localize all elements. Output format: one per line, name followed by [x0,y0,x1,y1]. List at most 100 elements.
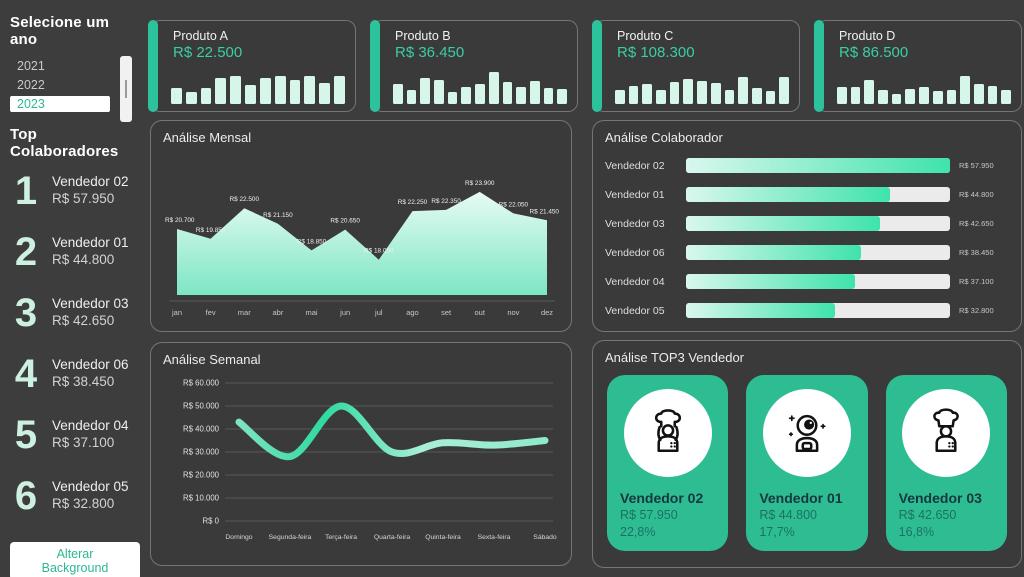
bar-fill [686,187,891,202]
vendedor-name: Vendedor 03 [52,296,129,311]
svg-text:mai: mai [305,308,317,317]
rank-number: 2 [14,230,38,274]
top3-vendedor-name: Vendedor 03 [898,490,982,506]
bar-value-label: R$ 38.450 [959,248,994,257]
weekly-line-chart: R$ 60.000 R$ 50.000 R$ 40.000 R$ 30.000 R$ 2… [163,367,559,568]
sparkline-bar [891,93,902,104]
sparkline-bar [259,78,271,104]
product-value: R$ 86.500 [839,44,909,61]
sparkline-bar [779,76,789,104]
svg-text:R$ 21.150: R$ 21.150 [263,212,293,219]
vendedor-name: Vendedor 02 [52,174,129,189]
product-value: R$ 108.300 [617,44,695,61]
product-sparkline [171,68,345,104]
sparkline-bar [502,82,513,104]
panel-analise-colaborador: Análise Colaborador Vendedor 02 R$ 57.95… [592,120,1022,332]
bar-fill [686,158,950,173]
sparkline-bar [642,84,653,104]
vendedor-value: R$ 37.100 [52,434,115,450]
svg-text:R$ 21.450: R$ 21.450 [530,208,560,215]
card-accent-bar [148,20,158,112]
svg-text:R$ 23.900: R$ 23.900 [465,180,495,187]
bar-fill [686,245,862,260]
top3-vendedor-card: Vendedor 02 R$ 57.950 22,8% [607,375,729,551]
svg-text:R$ 0: R$ 0 [203,517,220,526]
sparkline-bar [334,75,345,104]
top-colaboradores-title: Top Colaboradores [10,126,119,160]
bar-track [686,274,950,289]
top-colaborador-item: 6 Vendedor 05 R$ 32.800 [10,474,140,518]
top3-vendedor-pct: 22,8% [620,525,656,540]
year-option-2021[interactable]: 2021 [17,59,45,73]
top3-vendedor-value: R$ 42.650 [898,508,957,523]
rank-number: 3 [14,291,38,335]
vendedor-name: Vendedor 01 [52,235,129,250]
collaborator-label: Vendedor 01 [605,188,665,201]
svg-text:R$ 22.500: R$ 22.500 [230,196,260,203]
sparkline-bar [864,79,875,104]
vendedor-name: Vendedor 05 [52,479,129,494]
top-colaborador-item: 4 Vendedor 06 R$ 38.450 [10,352,140,396]
sparkline-bar [529,80,540,104]
collaborator-bar-row: Vendedor 06 R$ 38.450 [605,238,1009,267]
top3-vendedor-name: Vendedor 02 [620,490,704,506]
sparkline-bar [656,89,666,104]
product-value: R$ 36.450 [395,44,465,61]
svg-text:R$ 22.050: R$ 22.050 [499,201,529,208]
svg-text:abr: abr [272,308,283,317]
svg-text:Quinta-feira: Quinta-feira [425,534,461,541]
svg-text:Quarta-feira: Quarta-feira [374,534,410,541]
top-colaborador-item: 5 Vendedor 04 R$ 37.100 [10,415,140,455]
sparkline-bar [406,90,417,104]
sparkline-bar [765,91,776,104]
vendedor-value: R$ 38.450 [52,373,115,389]
sparkline-bar [215,78,227,104]
year-slicer-scrollbar[interactable] [120,56,132,122]
svg-text:R$ 18.050: R$ 18.050 [364,248,394,255]
product-name: Produto D [839,29,896,43]
sparkline-bar [878,90,888,104]
product-kpi-card: Produto A R$ 22.500 [148,20,356,112]
sparkline-bar [987,86,998,104]
sparkline-bar [751,88,762,104]
panel-analise-top3: Análise TOP3 Vendedor Vendedor 02 R$ 57.… [592,340,1022,568]
chef-male-icon [933,408,960,452]
svg-text:R$ 10.000: R$ 10.000 [183,494,220,503]
rank-number: 6 [14,474,38,518]
sparkline-bar [557,88,567,104]
product-kpi-card: Produto D R$ 86.500 [814,20,1022,112]
vendedor-value: R$ 57.950 [52,190,115,206]
rank-number: 1 [14,169,38,213]
collaborator-bar-row: Vendedor 05 R$ 32.800 [605,296,1009,325]
sparkline-bar [200,87,212,104]
svg-text:R$ 22.350: R$ 22.350 [431,198,461,205]
svg-text:dez: dez [541,308,553,317]
sparkline-bar [461,87,472,104]
top3-vendedor-name: Vendedor 01 [759,490,843,506]
vendedor-name: Vendedor 04 [52,418,129,433]
svg-text:R$ 22.250: R$ 22.250 [398,199,428,206]
svg-text:R$ 60.000: R$ 60.000 [183,379,220,388]
bar-fill [686,274,855,289]
sparkline-bar [420,78,431,104]
chef-female-icon [654,409,681,452]
product-value: R$ 22.500 [173,44,243,61]
vendedor-value: R$ 44.800 [52,251,115,267]
bar-value-label: R$ 37.100 [959,277,994,286]
bar-value-label: R$ 42.650 [959,219,994,228]
card-accent-bar [814,20,824,112]
collaborator-bar-row: Vendedor 02 R$ 57.950 [605,151,1009,180]
avatar [902,389,991,477]
sparkline-bar [230,75,242,104]
year-option-2022[interactable]: 2022 [17,78,45,92]
product-kpi-card: Produto C R$ 108.300 [592,20,800,112]
sparkline-bar [960,75,970,104]
svg-text:R$ 18.850: R$ 18.850 [297,238,327,245]
sparkline-bar [304,75,316,104]
svg-text:fev: fev [206,308,216,317]
year-option-2023[interactable]: 2023 [10,96,110,112]
collaborator-bar-row: Vendedor 01 R$ 44.800 [605,180,1009,209]
alterar-background-button[interactable]: Alterar Background [10,542,140,577]
svg-text:set: set [441,308,452,317]
rank-number: 4 [14,352,38,396]
